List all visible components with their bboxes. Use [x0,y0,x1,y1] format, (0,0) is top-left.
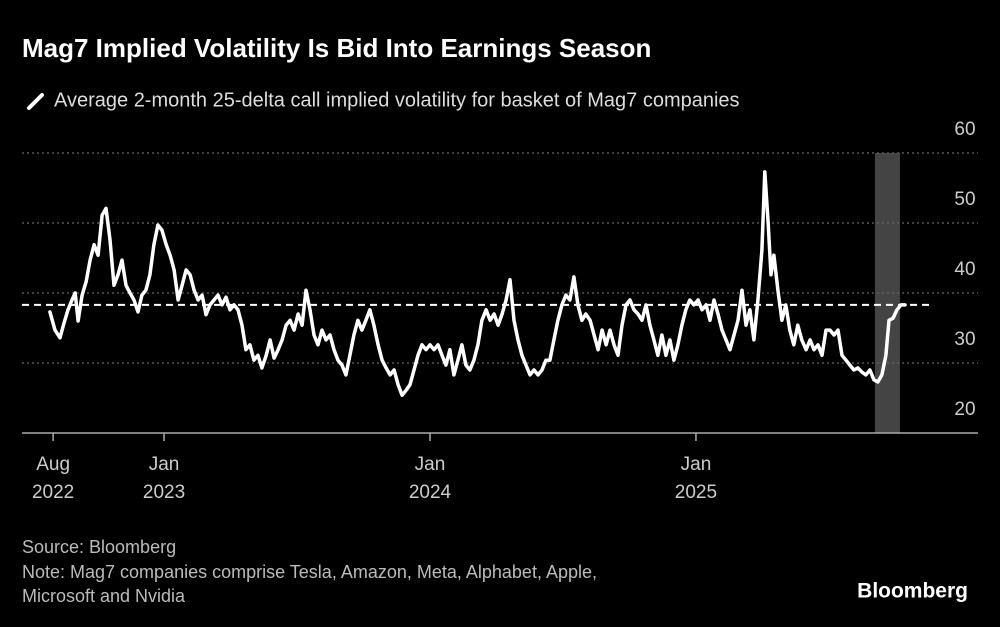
legend-label: Average 2-month 25-delta call implied vo… [54,89,740,111]
x-tick-label: 2025 [675,482,717,503]
x-tick-label: Jan [415,454,446,475]
legend-swatch [27,93,44,110]
x-tick-label: 2024 [409,482,452,503]
x-tick-label: 2023 [143,482,185,503]
data-line [48,170,907,397]
y-tick-label: 60 [954,119,975,140]
note: Note: Mag7 companies comprise Tesla, Ama… [22,562,597,582]
branding: Bloomberg [857,580,968,603]
y-tick-label: 20 [954,399,975,420]
y-tick-label: 40 [954,259,975,280]
source: Source: Bloomberg [22,537,176,557]
x-tick-label: 2022 [32,482,74,503]
note: Microsoft and Nvidia [22,586,186,606]
x-tick-label: Jan [149,454,180,475]
y-tick-label: 30 [954,329,975,350]
y-tick-label: 50 [954,189,975,210]
x-tick-label: Aug [36,454,70,475]
x-tick-label: Jan [681,454,712,475]
chart-title: Mag7 Implied Volatility Is Bid Into Earn… [22,33,651,63]
